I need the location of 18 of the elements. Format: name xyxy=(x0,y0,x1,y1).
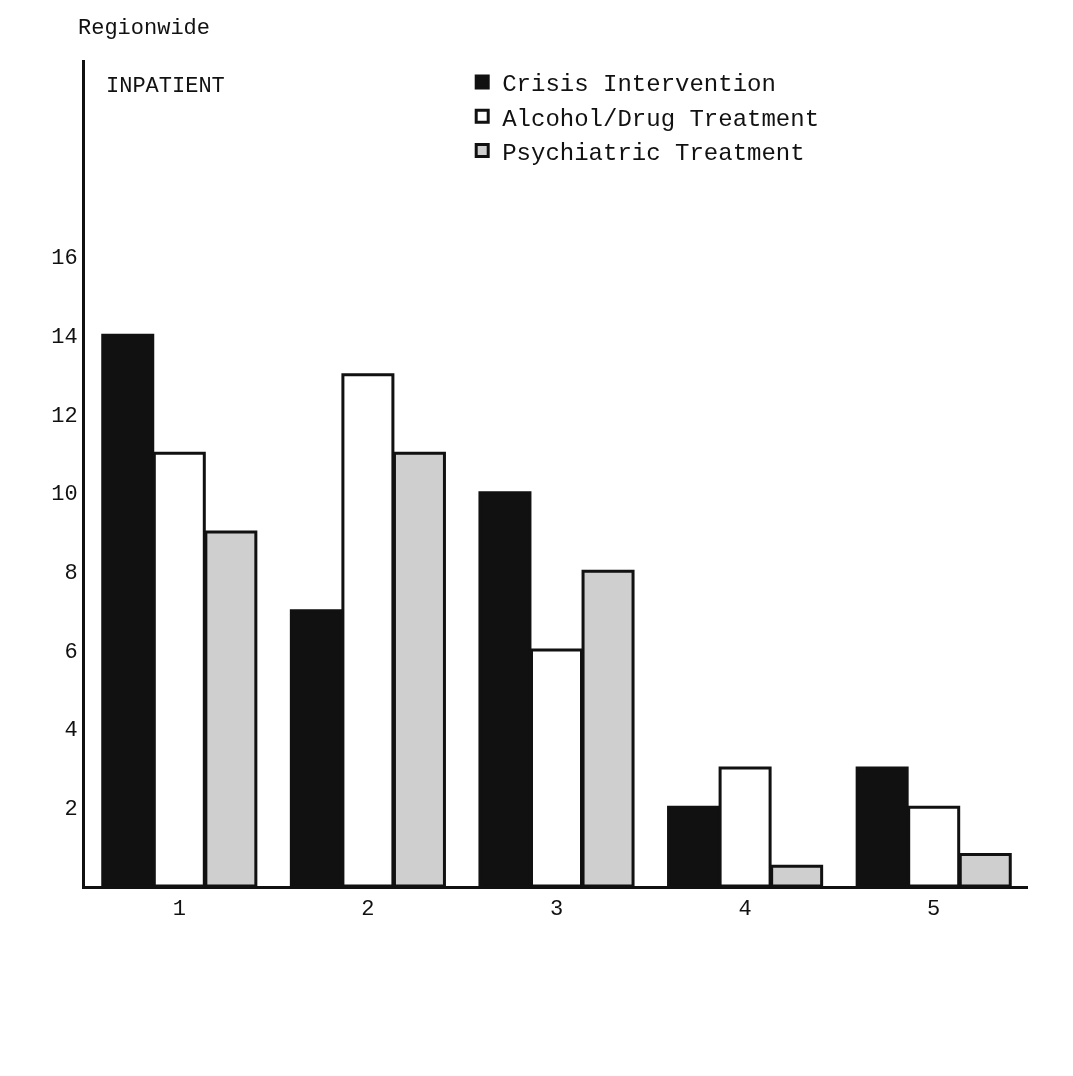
x-tick-label: 1 xyxy=(172,897,186,923)
x-tick-label: 5 xyxy=(927,897,941,923)
legend-label: Crisis Intervention xyxy=(502,71,776,99)
text: INPATIENT xyxy=(106,74,225,99)
y-tick-label: 4 xyxy=(64,718,78,744)
legend-label: Psychiatric Treatment xyxy=(502,139,805,167)
y-tick-label: 12 xyxy=(51,403,78,429)
y-tick-label: 10 xyxy=(51,482,78,508)
x-tick-label: 3 xyxy=(549,897,564,923)
y-tick-label: 6 xyxy=(64,639,78,665)
x-tick-label: 2 xyxy=(361,897,375,923)
y-tick-label: 2 xyxy=(64,797,78,823)
y-tick-label: 16 xyxy=(51,246,78,272)
legend-label: Alcohol/Drug Treatment xyxy=(502,105,820,133)
y-tick-label: 8 xyxy=(64,561,78,587)
y-tick-label: 14 xyxy=(51,325,78,351)
x-tick-label: 4 xyxy=(738,897,752,923)
chart-title: Regionwide xyxy=(78,16,211,41)
